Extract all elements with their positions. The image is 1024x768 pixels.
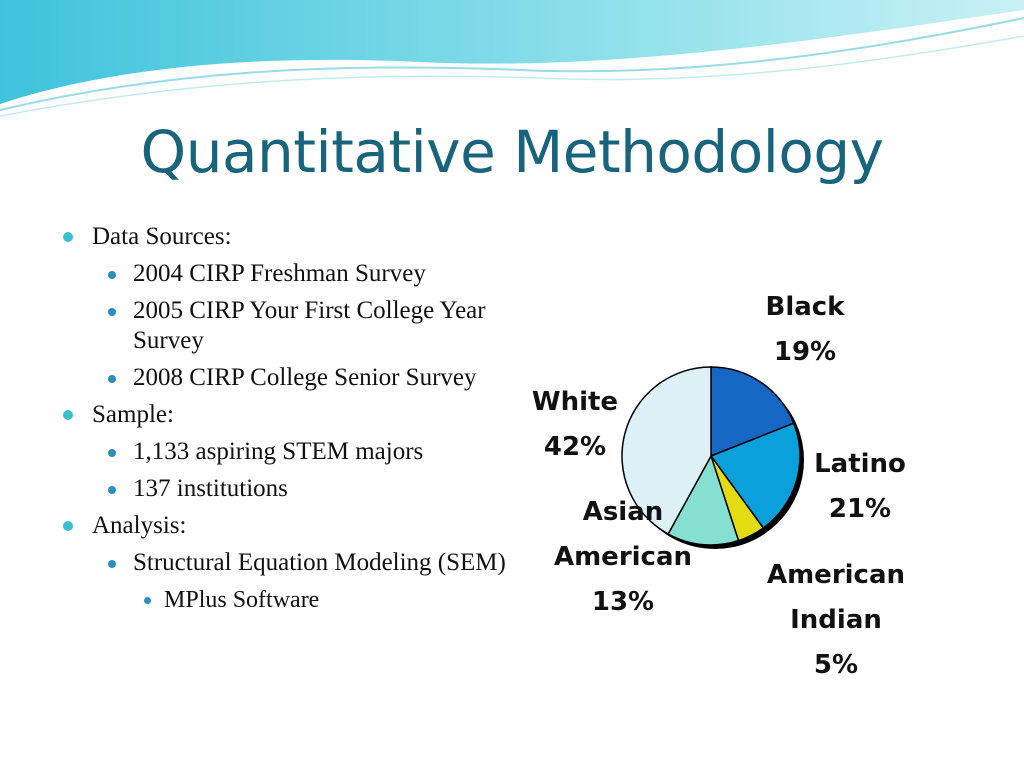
- bullet-text: Sample:: [92, 401, 174, 428]
- bullet-item: 2008 CIRP College Senior Survey: [60, 363, 520, 393]
- pie-label-black: Black: [766, 292, 846, 322]
- pie-label-american: Indian: [790, 605, 882, 635]
- bullet-text: Analysis:: [92, 512, 187, 539]
- bullet-item: Structural Equation Modeling (SEM): [60, 548, 520, 578]
- bullet-text: Data Sources:: [92, 223, 232, 250]
- bullet-dot-icon: [63, 232, 73, 242]
- pie-label-white: 42%: [544, 432, 606, 462]
- bullet-item: 2005 CIRP Your First College Year Survey: [60, 296, 520, 356]
- bullet-dot-icon: [108, 375, 116, 383]
- bullet-text: 2004 CIRP Freshman Survey: [133, 260, 426, 287]
- bullet-item: 2004 CIRP Freshman Survey: [60, 259, 520, 289]
- bullet-dot-icon: [144, 597, 151, 604]
- pie-label-black: 19%: [774, 337, 836, 367]
- bullet-text: 2005 CIRP Your First College Year Survey: [133, 297, 486, 354]
- slide-title: Quantitative Methodology: [140, 118, 884, 186]
- pie-label-asian: 13%: [592, 587, 654, 617]
- background-wave: [0, 0, 1024, 117]
- bullet-dot-icon: [108, 449, 116, 457]
- bullet-dot-icon: [63, 521, 73, 531]
- pie-slice-white: [621, 366, 712, 536]
- bullet-list: Data Sources: 2004 CIRP Freshman Survey 20…: [60, 222, 520, 622]
- bullet-item: 137 institutions: [60, 474, 520, 504]
- bullet-dot-icon: [108, 308, 116, 316]
- pie-label-latino: 21%: [829, 494, 891, 524]
- bullet-item: 1,133 aspiring STEM majors: [60, 437, 520, 467]
- bullet-item: Sample:: [60, 400, 520, 430]
- pie-slice-black: [710, 366, 795, 458]
- pie-label-american: 5%: [814, 650, 858, 680]
- pie-label-asian: American: [554, 542, 692, 572]
- bullet-dot-icon: [108, 271, 116, 279]
- bullet-text: 2008 CIRP College Senior Survey: [133, 364, 477, 391]
- bullet-item: MPlus Software: [60, 585, 520, 615]
- pie-label-latino: Latino: [814, 449, 906, 479]
- bullet-text: Structural Equation Modeling (SEM): [133, 549, 506, 576]
- pie-label-white: White: [532, 387, 618, 417]
- bullet-text: 1,133 aspiring STEM majors: [133, 438, 424, 465]
- bullet-dot-icon: [63, 410, 73, 420]
- bullet-text: MPlus Software: [164, 587, 320, 613]
- pie-slice-latino: [709, 422, 801, 530]
- pie-slice-asian: [667, 454, 740, 546]
- bullet-text: 137 institutions: [133, 475, 288, 502]
- bullet-dot-icon: [108, 560, 116, 568]
- pie-label-american: American: [767, 560, 905, 590]
- bullet-item: Analysis:: [60, 511, 520, 541]
- pie-label-asian: Asian: [583, 497, 664, 527]
- bullet-dot-icon: [108, 486, 116, 494]
- bullet-item: Data Sources:: [60, 222, 520, 252]
